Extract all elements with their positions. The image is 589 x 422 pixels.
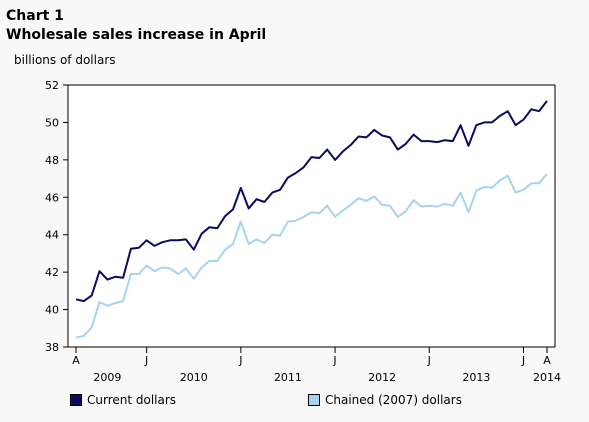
y-tick-label: 44 <box>45 229 59 242</box>
x-year-label: 2013 <box>462 371 490 384</box>
x-tick-label: J <box>144 354 148 367</box>
y-tick-label: 46 <box>45 191 59 204</box>
y-tick-label: 42 <box>45 266 59 279</box>
x-tick-label: J <box>521 354 525 367</box>
x-tick-label: A <box>543 354 551 367</box>
y-axis: 38 40 42 44 46 48 50 52 <box>45 79 68 354</box>
x-tick-label: J <box>238 354 242 367</box>
legend-label-current: Current dollars <box>87 393 177 407</box>
y-tick-label: 48 <box>45 154 59 167</box>
y-tick-label: 40 <box>45 304 59 317</box>
x-year-label: 2011 <box>274 371 302 384</box>
legend-item-current: Current dollars <box>70 393 176 407</box>
legend-label-chained: Chained (2007) dollars <box>325 393 462 407</box>
y-tick-label: 52 <box>45 79 59 92</box>
x-tick-label: J <box>427 354 431 367</box>
y-tick-label: 50 <box>45 116 59 129</box>
x-tick-label: A <box>72 354 80 367</box>
series-line-current <box>75 100 548 303</box>
x-year-label: 2009 <box>93 371 121 384</box>
x-axis: A J J J J J A 2009 2010 2011 2012 2013 2014 <box>72 347 561 384</box>
x-year-label: 2014 <box>533 371 561 384</box>
chart-number: Chart 1 <box>6 8 64 24</box>
legend-swatch-current <box>70 394 82 406</box>
plot-frame <box>67 84 556 348</box>
legend-swatch-chained <box>308 394 320 406</box>
legend-item-chained: Chained (2007) dollars <box>308 393 462 407</box>
series-layer <box>75 100 548 339</box>
series-line-chained <box>75 173 548 339</box>
y-tick-label: 38 <box>45 341 59 354</box>
chart-title: Wholesale sales increase in April <box>6 27 267 43</box>
x-tick-label: J <box>332 354 336 367</box>
x-year-label: 2012 <box>368 371 396 384</box>
x-year-label: 2010 <box>180 371 208 384</box>
y-axis-unit-label: billions of dollars <box>14 53 116 67</box>
